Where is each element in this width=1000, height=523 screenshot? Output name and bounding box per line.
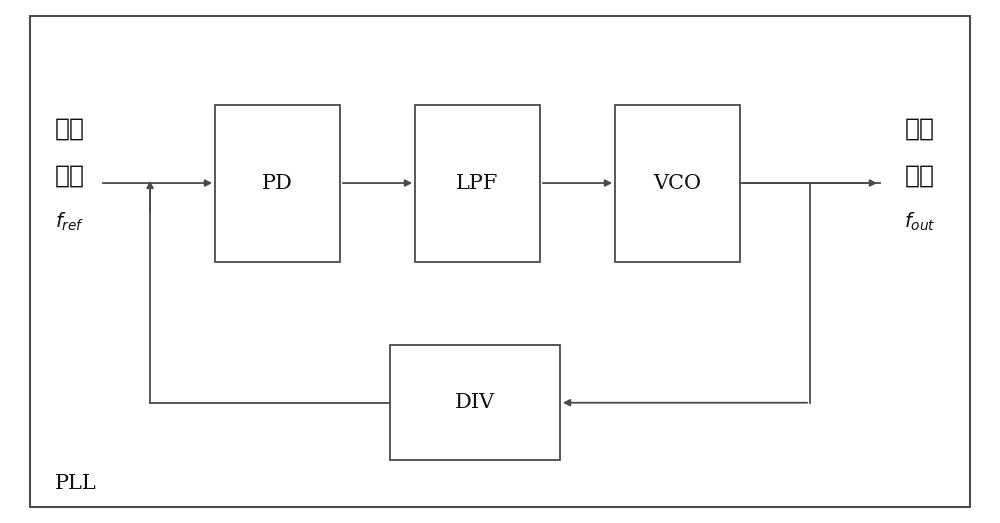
Text: DIV: DIV [455, 393, 495, 412]
Text: LPF: LPF [456, 174, 499, 192]
Bar [215, 105, 340, 262]
Bar [390, 345, 560, 460]
Text: 时钟: 时钟 [905, 163, 935, 187]
Text: PLL: PLL [55, 474, 97, 493]
Bar [615, 105, 740, 262]
Text: 输出: 输出 [905, 116, 935, 140]
Text: 时钟: 时钟 [55, 163, 85, 187]
Text: VCO: VCO [654, 174, 702, 192]
Text: $f_{ref}$: $f_{ref}$ [55, 211, 85, 233]
Text: PD: PD [262, 174, 293, 192]
Text: 参考: 参考 [55, 116, 85, 140]
Bar [415, 105, 540, 262]
Text: $f_{out}$: $f_{out}$ [904, 211, 936, 233]
